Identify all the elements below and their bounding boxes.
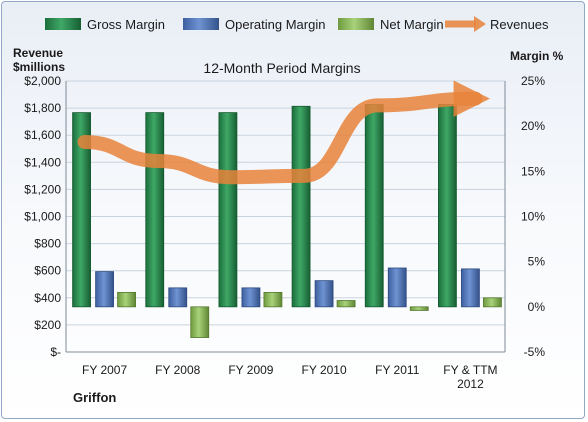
left-tick-label: $1,200 <box>24 182 61 196</box>
bar-net-margin-fy-2011 <box>409 306 429 311</box>
revenues-line <box>77 80 490 185</box>
bar-gross-margin-fy-2010 <box>291 105 311 308</box>
legend-label-gross-margin: Gross Margin <box>87 17 165 32</box>
bar-operating-margin-fy-2010 <box>314 280 334 308</box>
right-tick-label: 10% <box>521 210 545 224</box>
left-tick-label: $200 <box>34 318 61 332</box>
bar-operating-margin-fy-2008 <box>168 287 188 308</box>
right-tick-label: 15% <box>521 164 545 178</box>
bar-gross-margin-fy-2007 <box>72 112 91 308</box>
legend-label-operating-margin: Operating Margin <box>225 17 325 32</box>
left-tick-label: $1,800 <box>24 101 61 115</box>
bar-operating-margin-fy-2009 <box>241 287 261 308</box>
x-tick-label: FY 2010 <box>302 363 347 377</box>
legend: Gross Margin Operating Margin Net Margin… <box>45 16 549 32</box>
left-tick-label: $400 <box>34 291 61 305</box>
x-tick-label: 2012 <box>457 377 484 391</box>
left-tick-label: $600 <box>34 264 61 278</box>
right-tick-label: 25% <box>521 74 545 88</box>
right-tick-label: 20% <box>521 119 545 133</box>
legend-label-revenues: Revenues <box>490 17 549 32</box>
bar-operating-margin-fy-ttm-2012 <box>461 268 480 308</box>
left-tick-label: $1,000 <box>24 210 61 224</box>
bar-net-margin-fy-ttm-2012 <box>483 297 502 308</box>
x-tick-label: FY 2009 <box>228 363 273 377</box>
x-tick-label: FY 2007 <box>82 363 127 377</box>
left-tick-label: $1,600 <box>24 128 61 142</box>
left-axis-label-line1: Revenue <box>13 46 63 60</box>
x-tick-label: FY 2011 <box>375 363 420 377</box>
chart-title: 12-Month Period Margins <box>203 60 360 76</box>
x-tick-label: FY 2008 <box>155 363 200 377</box>
right-tick-label: -5% <box>524 345 546 359</box>
left-tick-label: $800 <box>34 237 61 251</box>
legend-swatch-gross-margin <box>45 18 81 30</box>
company-label: Griffon <box>73 390 116 405</box>
right-tick-label: 0% <box>528 300 546 314</box>
bar-net-margin-fy-2008 <box>190 306 210 338</box>
bar-gross-margin-fy-2009 <box>218 112 238 308</box>
bar-net-margin-fy-2010 <box>336 300 356 308</box>
legend-swatch-net-margin <box>338 18 374 30</box>
bar-net-margin-fy-2007 <box>117 291 136 308</box>
legend-swatch-revenues-arrow <box>474 16 486 32</box>
right-tick-label: 5% <box>528 255 546 269</box>
left-tick-label: $1,400 <box>24 155 61 169</box>
bar-gross-margin-fy-2008 <box>145 112 165 308</box>
bar-operating-margin-fy-2011 <box>387 267 407 308</box>
right-axis-label: Margin % <box>510 49 564 63</box>
legend-label-net-margin: Net Margin <box>380 17 444 32</box>
bar-operating-margin-fy-2007 <box>95 271 114 308</box>
plot-area: $- $200 $400 $600 $800 $1,000 $1,200 $1,400 $1,6… <box>24 74 545 391</box>
bar-gross-margin-fy-ttm-2012 <box>438 104 457 308</box>
legend-swatch-operating-margin <box>183 18 219 30</box>
x-tick-label: FY & TTM <box>443 363 497 377</box>
left-axis-label-line2: $millions <box>13 60 65 74</box>
bar-net-margin-fy-2009 <box>263 291 283 308</box>
left-tick-label: $2,000 <box>24 74 61 88</box>
left-tick-label: $- <box>50 345 61 359</box>
bar-gross-margin-fy-2011 <box>364 104 384 308</box>
